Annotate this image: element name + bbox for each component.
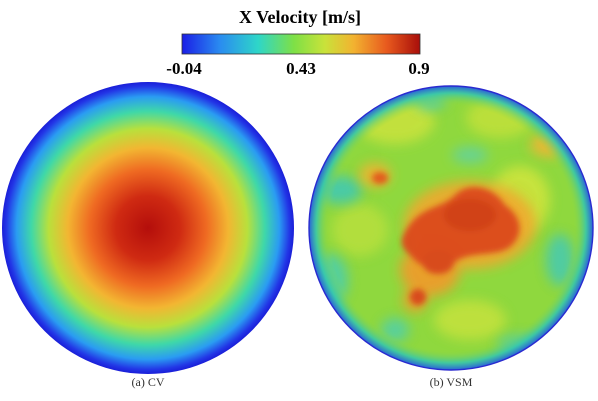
colorbar-title: X Velocity [m/s] bbox=[239, 7, 361, 27]
colorbar-tick-mid: 0.43 bbox=[286, 59, 316, 78]
panel-cv-caption: (a) CV bbox=[132, 375, 165, 389]
colorbar: X Velocity [m/s] -0.04 0.43 0.9 bbox=[166, 7, 429, 78]
panel-vsm: (b) VSM bbox=[308, 85, 594, 389]
panel-cv: (a) CV bbox=[2, 82, 294, 389]
vsm-boundary bbox=[308, 85, 594, 371]
colorbar-tick-max: 0.9 bbox=[408, 59, 429, 78]
colorbar-tick-min: -0.04 bbox=[166, 59, 202, 78]
panel-vsm-caption: (b) VSM bbox=[430, 375, 473, 389]
colorbar-gradient bbox=[181, 33, 421, 55]
vsm-rim bbox=[309, 86, 593, 370]
cv-contour-disk bbox=[2, 82, 294, 374]
